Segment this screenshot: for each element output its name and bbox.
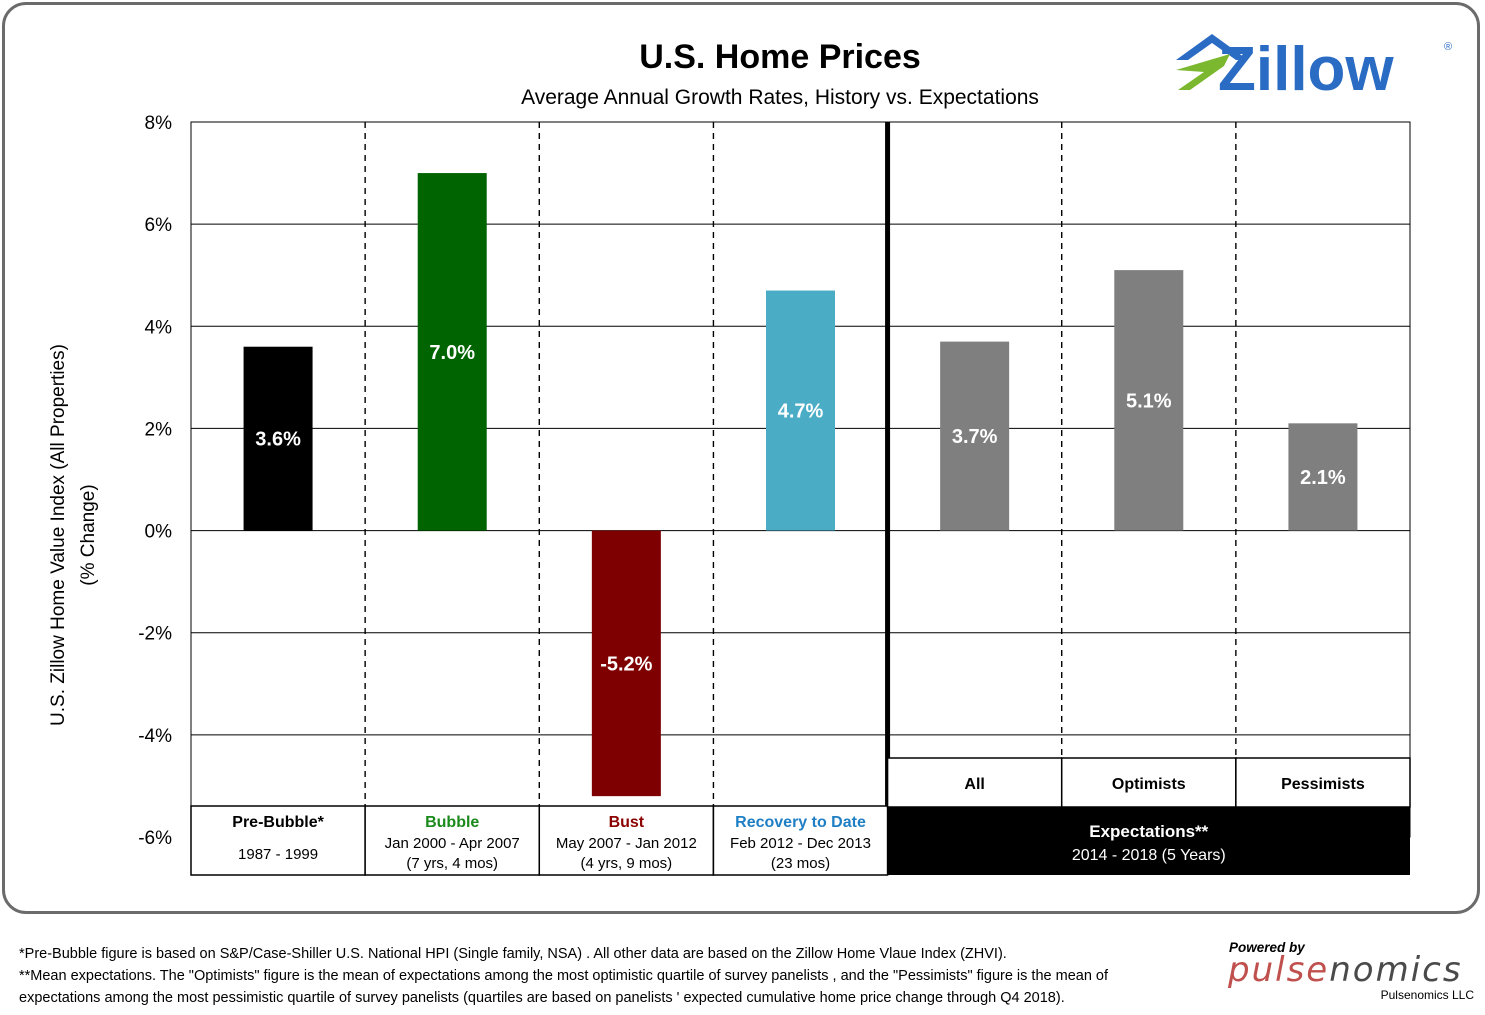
bar-value-label: 3.7%	[952, 426, 998, 448]
category-date-range: Feb 2012 - Dec 2013	[730, 835, 871, 852]
bar-value-label: -5.2%	[600, 653, 652, 675]
pulsenomics-logo: Powered by pulsenomics Pulsenomics LLC	[1228, 940, 1478, 1005]
zillow-wordmark: Zillow	[1218, 35, 1394, 104]
chart-title: U.S. Home Prices	[639, 38, 921, 76]
category-box-history	[364, 805, 541, 876]
pulsenomics-wordmark: pulsenomics	[1228, 950, 1463, 990]
bar-1	[243, 346, 313, 531]
bars-layer	[243, 173, 1358, 797]
expectation-subbox-label: Pessimists	[1281, 776, 1365, 793]
category-boxes: Pre-Bubble* 1987 - 1999 Bubble Jan 2000 - A…	[190, 757, 1411, 876]
y-tick-label: 2%	[145, 419, 173, 440]
zillow-roof-icon	[1176, 34, 1248, 60]
category-box-history	[190, 805, 366, 876]
expectations-banner	[887, 807, 1410, 875]
category-date-range: 1987 - 1999	[238, 846, 318, 863]
category-date-range: Jan 2000 - Apr 2007	[385, 835, 520, 852]
pulsenomics-company: Pulsenomics LLC	[1380, 988, 1474, 1002]
expectation-subbox-label: All	[964, 776, 984, 793]
zillow-registered-mark: ®	[1444, 41, 1452, 53]
y-tick-label: 0%	[145, 522, 173, 543]
category-title: Bubble	[425, 814, 479, 831]
footnotes: *Pre-Bubble figure is based on S&P/Case-…	[19, 943, 1209, 1009]
y-tick-label: -2%	[138, 624, 172, 645]
category-duration: (7 yrs, 4 mos)	[406, 855, 498, 872]
bar-2	[417, 173, 487, 531]
bar-value-label: 5.1%	[1126, 390, 1172, 412]
labels-layer: 8% 6% 4% 2% 0% -2% -4% -6% 3.6% 7.0% -5.2% 4.7% 3.7%…	[138, 113, 1346, 849]
expectations-range: 2014 - 2018 (5 Years)	[1072, 847, 1226, 864]
bar-6	[1114, 270, 1184, 531]
bar-value-label: 3.6%	[255, 429, 301, 451]
category-box-history	[712, 805, 889, 876]
y-axis-label-line1: U.S. Zillow Home Value Index (All Proper…	[48, 344, 69, 726]
powered-by-label: Powered by	[1229, 940, 1305, 955]
expectation-subbox-label: Optimists	[1112, 776, 1186, 793]
bar-3	[591, 530, 661, 797]
category-title: Recovery to Date	[735, 814, 866, 831]
category-title: Bust	[609, 814, 645, 831]
expectations-title: Expectations**	[1089, 822, 1208, 841]
bar-value-label: 7.0%	[429, 342, 475, 364]
bar-4	[766, 290, 835, 531]
category-date-range: May 2007 - Jan 2012	[556, 835, 697, 852]
y-tick-label: -6%	[138, 828, 172, 849]
chart-subtitle: Average Annual Growth Rates, History vs.…	[521, 86, 1039, 109]
bar-7	[1288, 423, 1358, 531]
y-axis-label-line2: (% Change)	[78, 484, 99, 585]
wordmark-nomics: nomics	[1329, 950, 1463, 990]
category-duration: (4 yrs, 9 mos)	[581, 855, 673, 872]
footnote-line-2: **Mean expectations. The "Optimists" fig…	[19, 968, 1109, 984]
bar-value-label: 2.1%	[1300, 467, 1346, 489]
footnote-line-1: *Pre-Bubble figure is based on S&P/Case-…	[19, 946, 1007, 962]
zillow-z-accent-icon	[1176, 54, 1230, 90]
category-box-history	[538, 805, 715, 876]
expectation-subbox	[886, 757, 1063, 808]
category-title: Pre-Bubble*	[232, 814, 324, 831]
y-tick-label: 6%	[145, 215, 173, 236]
wordmark-pulse: pulse	[1228, 950, 1330, 990]
expectation-subbox	[1235, 757, 1411, 808]
category-duration: (23 mos)	[771, 855, 830, 872]
bar-5	[940, 341, 1010, 531]
bar-value-label: 4.7%	[778, 401, 824, 423]
expectation-subbox	[1060, 757, 1237, 808]
footnote-line-3: expectations among the most pessimistic …	[19, 990, 1065, 1006]
y-tick-label: 8%	[145, 113, 173, 134]
y-tick-label: 4%	[145, 317, 173, 338]
zillow-logo: Zillow ®	[1176, 34, 1452, 104]
chart: U.S. Home Prices Average Annual Growth R…	[48, 34, 1452, 876]
y-tick-label: -4%	[138, 726, 172, 747]
